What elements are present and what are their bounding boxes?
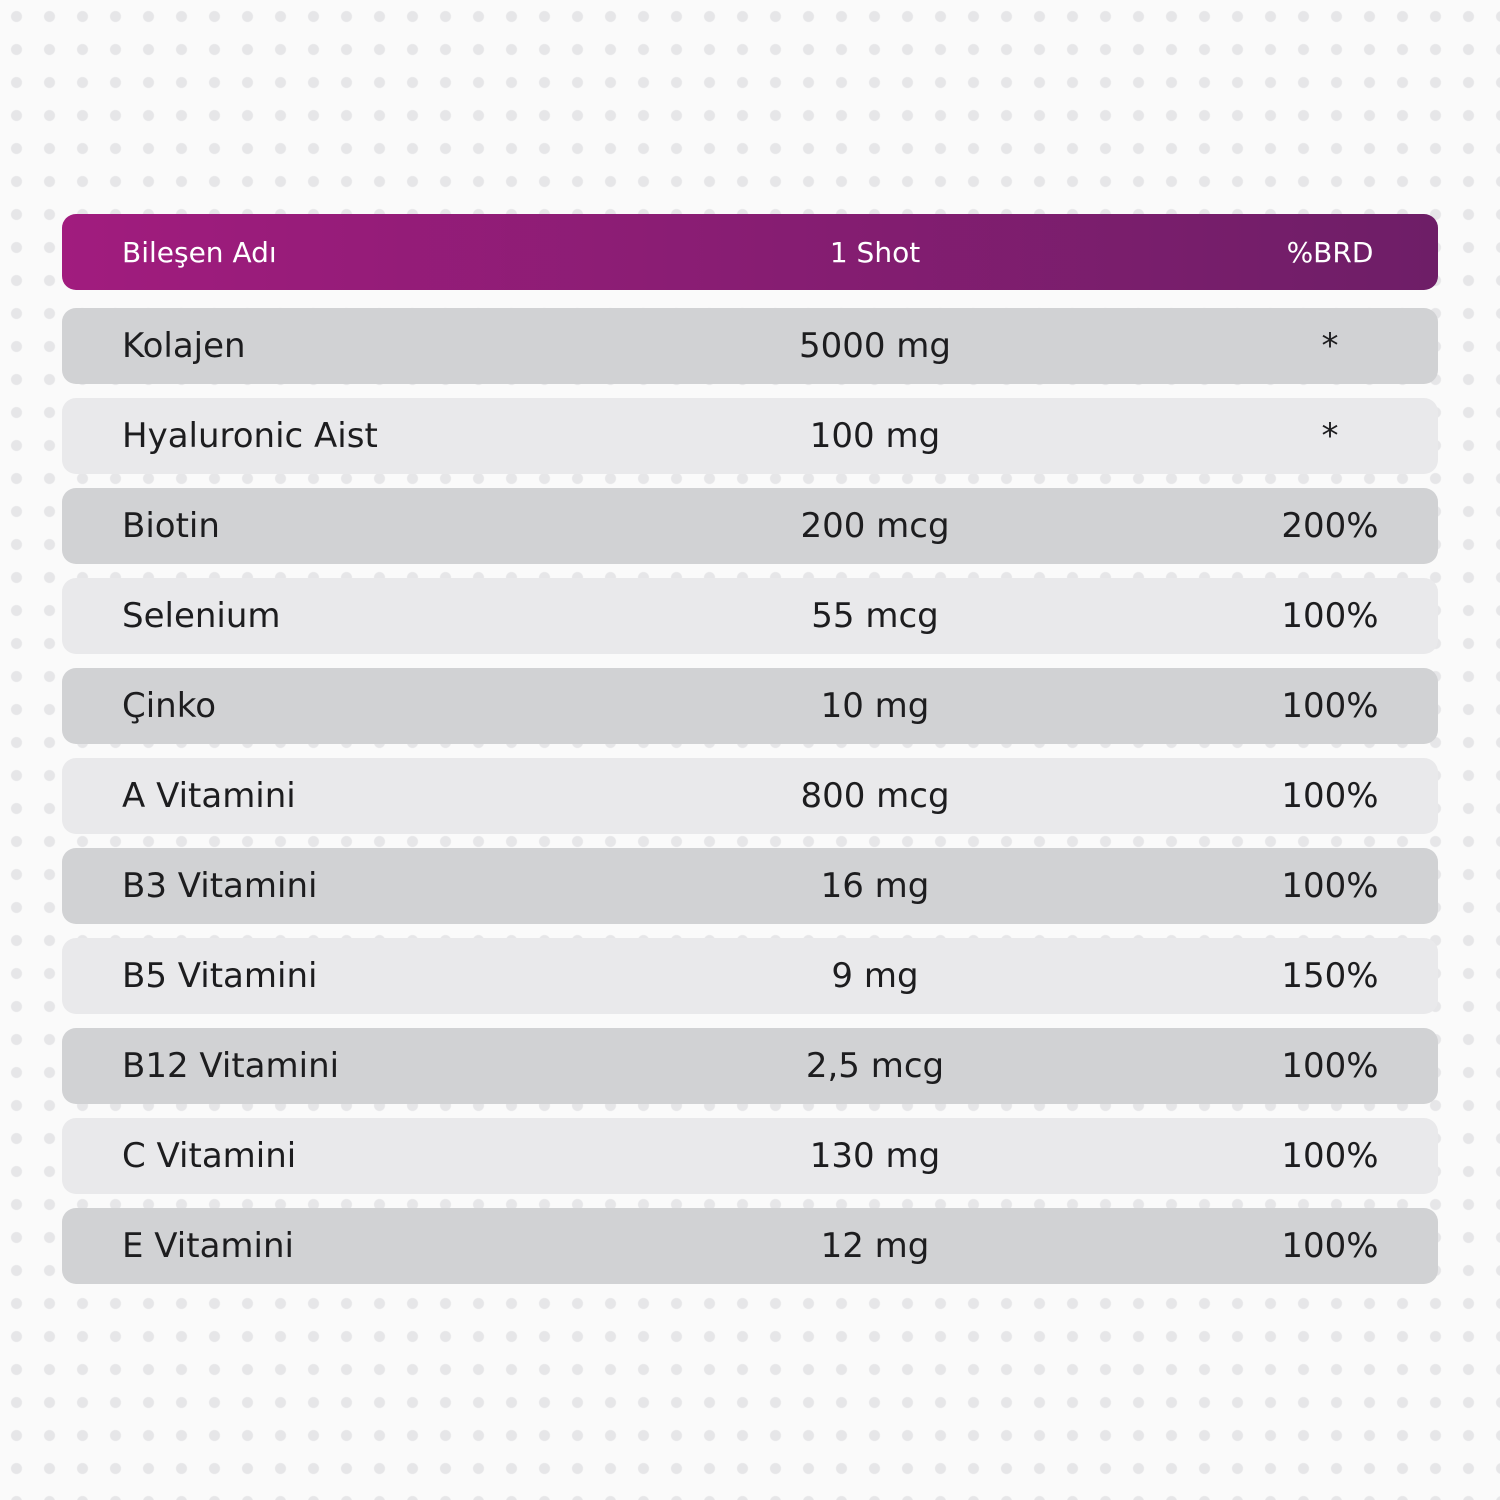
table-cell: 100% xyxy=(1281,1046,1379,1086)
table-row: A Vitamini 800 mcg 100% xyxy=(62,758,1438,834)
header-cell: Bileşen Adı xyxy=(122,235,277,269)
table-row: E Vitamini 12 mg 100% xyxy=(62,1208,1438,1284)
table-cell: * xyxy=(1321,416,1339,456)
table-cell: 100% xyxy=(1281,776,1379,816)
table-row: C Vitamini 130 mg 100% xyxy=(62,1118,1438,1194)
table-row: Hyaluronic Aist 100 mg * xyxy=(62,398,1438,474)
table-cell: 5000 mg xyxy=(798,326,952,366)
table-cell: 800 mcg xyxy=(800,776,950,816)
table-cell: 100% xyxy=(1281,866,1379,906)
table-cell: 100% xyxy=(1281,1226,1379,1266)
table-cell: B3 Vitamini xyxy=(122,866,318,906)
table-row: B5 Vitamini 9 mg 150% xyxy=(62,938,1438,1014)
table-cell: 9 mg xyxy=(831,956,919,996)
header-cell: %BRD xyxy=(1286,235,1374,269)
header-cell: 1 Shot xyxy=(829,235,921,269)
table-cell: Biotin xyxy=(122,506,220,546)
table-cell: B12 Vitamini xyxy=(122,1046,340,1086)
table-cell: E Vitamini xyxy=(122,1226,294,1266)
table-row: Çinko 10 mg 100% xyxy=(62,668,1438,744)
table-cell: 16 mg xyxy=(820,866,930,906)
table-row: B3 Vitamini 16 mg 100% xyxy=(62,848,1438,924)
table-row: Selenium 55 mcg 100% xyxy=(62,578,1438,654)
table-cell: Selenium xyxy=(122,596,281,636)
header-row: Bileşen Adı 1 Shot %BRD xyxy=(62,214,1438,290)
table-cell: C Vitamini xyxy=(122,1136,297,1176)
table-cell: 200 mcg xyxy=(800,506,950,546)
table-cell: Kolajen xyxy=(122,326,246,366)
table-cell: 100% xyxy=(1281,1136,1379,1176)
table-cell: 100% xyxy=(1281,686,1379,726)
table-row: Kolajen 5000 mg * xyxy=(62,308,1438,384)
table-cell: Çinko xyxy=(122,686,217,726)
table-cell: 100% xyxy=(1281,596,1379,636)
table-cell: 100 mg xyxy=(809,416,941,456)
table-cell: 200% xyxy=(1281,506,1379,546)
table-row: B12 Vitamini 2,5 mcg 100% xyxy=(62,1028,1438,1104)
table-cell: 55 mcg xyxy=(811,596,939,636)
table-cell: 130 mg xyxy=(809,1136,941,1176)
table-row: Biotin 200 mcg 200% xyxy=(62,488,1438,564)
table-cell: 2,5 mcg xyxy=(805,1046,945,1086)
table-cell: * xyxy=(1321,326,1339,366)
table-cell: Hyaluronic Aist xyxy=(122,416,378,456)
table-cell: B5 Vitamini xyxy=(122,956,318,996)
table-cell: 150% xyxy=(1281,956,1379,996)
table-cell: A Vitamini xyxy=(122,776,296,816)
table-cell: 10 mg xyxy=(820,686,930,726)
table-cell: 12 mg xyxy=(820,1226,930,1266)
